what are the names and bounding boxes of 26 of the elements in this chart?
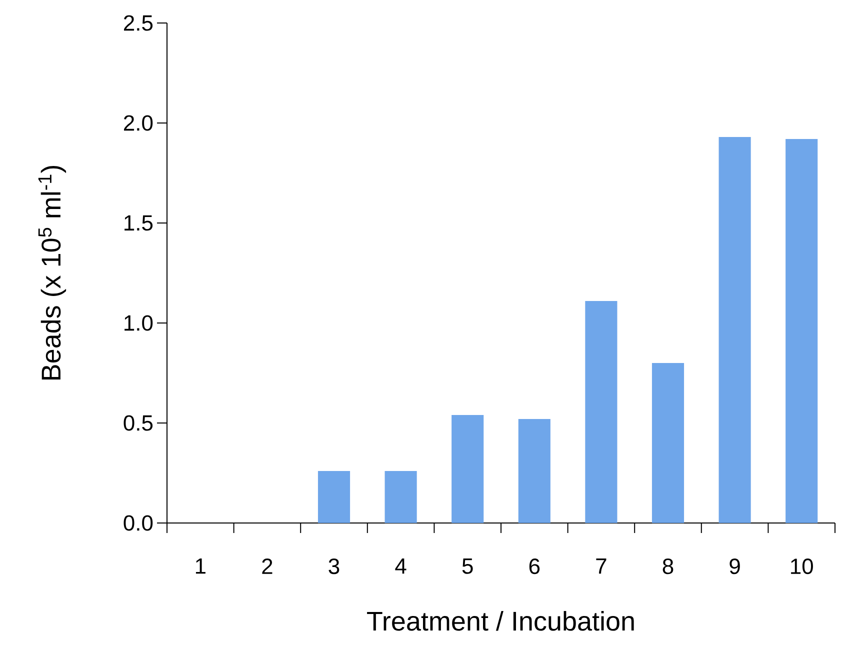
y-tick-label: 1.5 <box>124 215 153 231</box>
x-tick-label: 1 <box>196 558 206 574</box>
bar <box>384 470 417 523</box>
bar <box>652 362 684 523</box>
y-tick-label: 2.0 <box>124 115 153 131</box>
bar <box>718 136 751 523</box>
x-tick-label: 9 <box>730 558 740 574</box>
bar <box>786 138 818 523</box>
y-tick-label: 2.5 <box>124 15 153 31</box>
x-tick-label: 3 <box>328 558 340 574</box>
y-tick-label: 0.0 <box>124 515 153 531</box>
x-tick-label: 2 <box>262 558 272 574</box>
y-tick-label: 1.0 <box>124 315 153 331</box>
x-tick-label: 10 <box>791 558 813 574</box>
x-tick-label: 8 <box>662 558 674 574</box>
y-tick-label: 0.5 <box>124 415 153 431</box>
x-tick-label: 5 <box>462 558 473 574</box>
x-axis-title: Treatment / Incubation <box>367 610 634 631</box>
bar <box>585 300 618 523</box>
y-axis-title: Beads (x 10$^{5}$ ml$^{-1}$) <box>38 166 66 380</box>
x-tick-label: 4 <box>395 558 406 574</box>
bar <box>318 470 350 523</box>
bar <box>452 414 484 523</box>
x-tick-label: 6 <box>529 558 540 574</box>
bar <box>518 418 550 523</box>
x-tick-label: 7 <box>596 558 606 574</box>
